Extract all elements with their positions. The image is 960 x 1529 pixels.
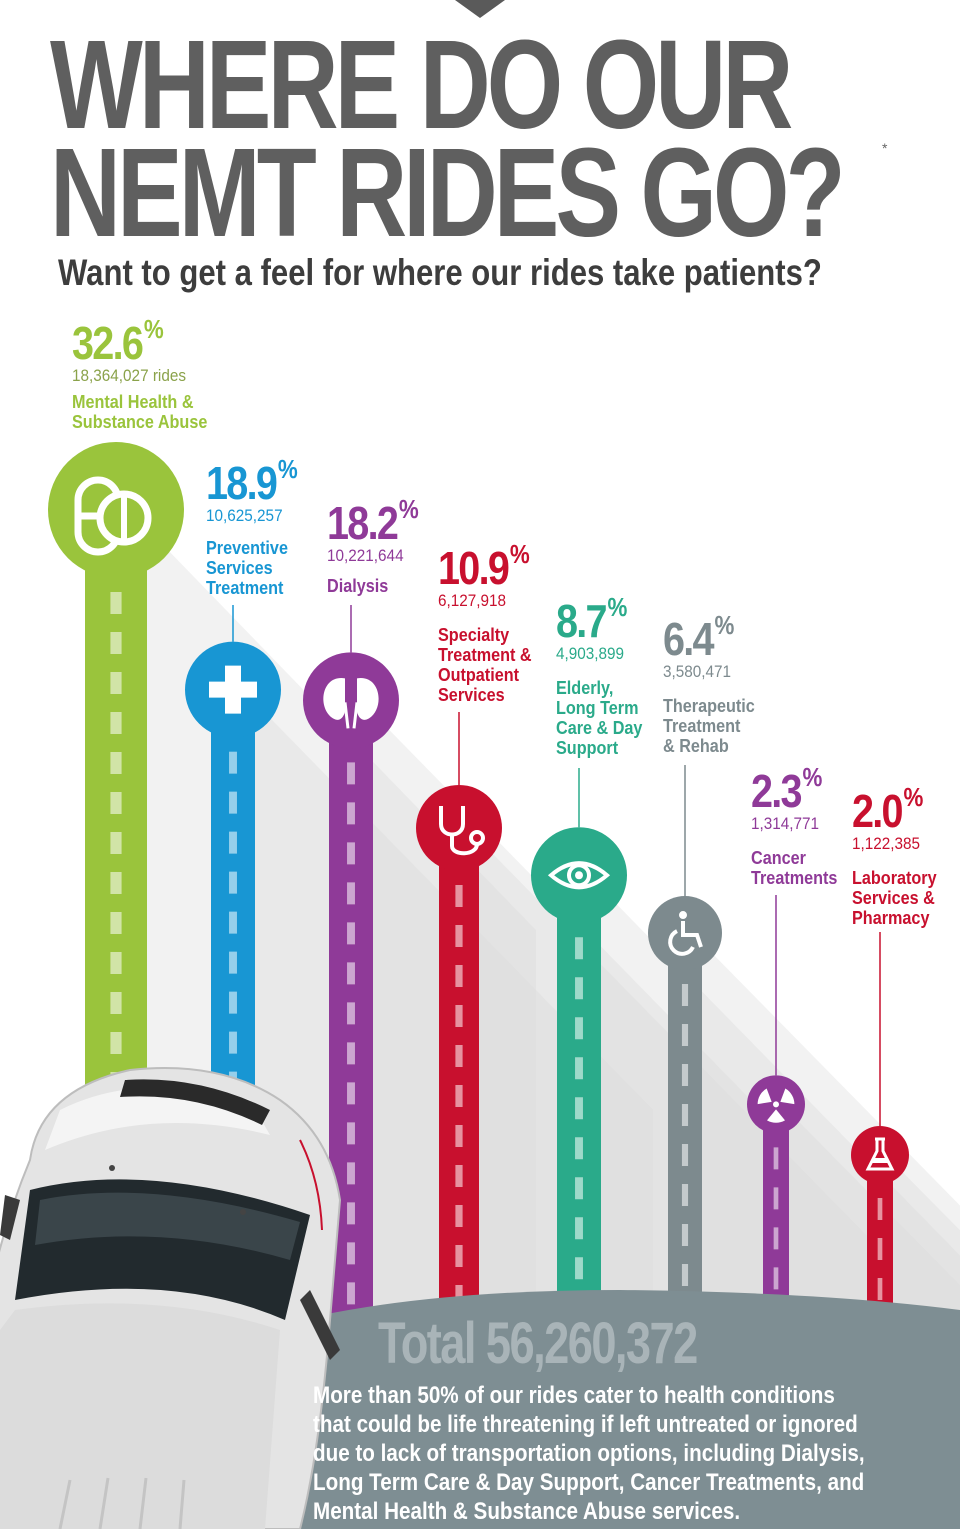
cross-shape [209,665,257,714]
eye-outline [547,861,611,890]
rides-count: 10,221,644 [327,546,404,565]
label-therapeutic: 6.4% 3,580,471 Therapeutic Treatment & R… [663,610,765,756]
radiation-icon [747,1075,805,1134]
kidney-left [323,678,346,720]
label-elderly: 8.7% 4,903,899 Elderly, Long Term Care &… [556,592,652,758]
title-line-1: WHERE DO OUR [50,14,793,155]
radiation-blade [757,1088,772,1105]
percent-value: 2.0% [852,782,923,837]
label-cancer: 2.3% 1,314,771 Cancer Treatments [751,762,847,888]
category-icons [48,442,909,1184]
top-notch-decoration [455,0,505,18]
label-laboratory: 2.0% 1,122,385 Laboratory Services & Pha… [852,782,946,928]
icon-circle [851,1126,909,1184]
wheelchair-icon [648,896,722,971]
label-mental-health: 32.6% 18,364,027 rides Mental Health & S… [72,314,222,432]
flask-outline [865,1137,895,1171]
category-name: Dialysis [327,576,389,596]
eye-icon [531,827,627,924]
label-specialty: 10.9% 6,127,918 Specialty Treatment & Ou… [438,539,543,705]
rides-count: 4,903,899 [556,644,625,663]
icon-circle [416,784,502,871]
rides-count: 3,580,471 [663,662,732,681]
category-name: Preventive Services Treatment [206,538,288,598]
pill-icon [48,442,184,578]
stethoscope-chestpiece [469,829,485,846]
radiation-blade [780,1088,795,1105]
kidney-icon [303,652,399,749]
radiation-blade [767,1109,785,1123]
kidney-right [356,678,379,720]
subtitle: Want to get a feel for where our rides t… [58,252,822,293]
label-dialysis: 18.2% 10,221,644 Dialysis [327,494,432,596]
rides-count: 1,122,385 [852,834,921,853]
category-name: Therapeutic Treatment & Rehab [663,696,755,756]
leader-lines [232,605,881,1126]
person-head [679,911,687,920]
percent-value: 18.9% [206,454,298,509]
eye-pupil [575,871,583,880]
rides-count: 10,625,257 [206,506,283,525]
ground-hill [260,1290,960,1529]
summary-text: More than 50% of our rides cater to heal… [313,1382,865,1525]
rides-count: 6,127,918 [438,591,507,610]
rides-count: 1,314,771 [751,814,820,833]
percent-value: 6.4% [663,610,734,665]
person-body [681,921,703,948]
stethoscope-tube [439,805,465,837]
ureters [343,702,359,729]
category-name: Specialty Treatment & Outpatient Service… [438,625,532,705]
rides-count: 18,364,027 rides [72,366,186,385]
percent-value: 10.9% [438,539,530,594]
category-name: Cancer Treatments [751,848,838,888]
stethoscope-icon [416,784,502,871]
icon-circle [303,652,399,749]
category-name: Laboratory Services & Pharmacy [852,868,937,928]
title-line-2: NEMT RIDES GO? [50,122,846,263]
category-name: Elderly, Long Term Care & Day Support [556,678,643,758]
title-asterisk: * [882,140,888,156]
radiation-center [773,1101,779,1108]
percent-value: 32.6% [72,314,164,369]
eye-iris [567,863,591,888]
percent-value: 8.7% [556,592,627,647]
flask-liquid [871,1158,889,1163]
stethoscope-cord [450,835,479,856]
wheel [668,929,695,956]
medical-cross-icon [185,641,281,738]
label-preventive: 18.9% 10,625,257 Preventive Services Tre… [206,454,311,598]
total-rides: Total 56,260,372 [378,1311,698,1376]
percent-value: 2.3% [751,762,822,817]
percent-value: 18.2% [327,494,419,549]
category-name: Mental Health & Substance Abuse [72,392,208,432]
car-illustration [0,1067,342,1529]
flask-icon [851,1126,909,1184]
